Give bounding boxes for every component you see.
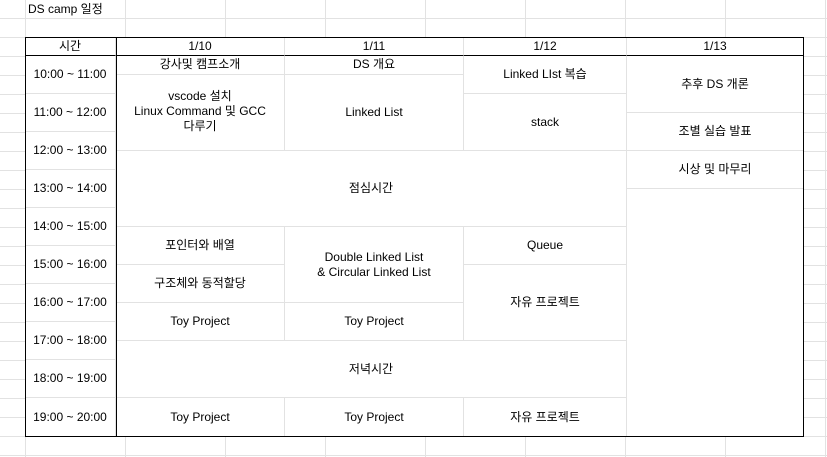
header-time[interactable]: 시간	[25, 37, 116, 56]
time-slot[interactable]: 18:00 ~ 19:00	[25, 360, 116, 398]
time-slot[interactable]: 17:00 ~ 18:00	[25, 322, 116, 360]
header-day-2[interactable]: 1/11	[285, 37, 464, 56]
time-slot[interactable]: 12:00 ~ 13:00	[25, 132, 116, 170]
header-day-1[interactable]: 1/10	[116, 37, 285, 56]
session-stack[interactable]: stack	[464, 94, 627, 151]
session-toy-project[interactable]: Toy Project	[285, 303, 464, 341]
session-free-project[interactable]: 자유 프로젝트	[464, 265, 627, 341]
time-slot[interactable]: 19:00 ~ 20:00	[25, 398, 116, 437]
session-toy-project[interactable]: Toy Project	[285, 398, 464, 437]
session-team-presentation[interactable]: 조별 실습 발표	[627, 113, 804, 151]
lunch-break[interactable]: 점심시간	[116, 151, 627, 227]
session-ds-overview[interactable]: DS 개요	[285, 56, 464, 75]
session-pointer[interactable]: 포인터와 배열	[116, 227, 285, 265]
session-linked-list[interactable]: Linked List	[285, 75, 464, 151]
time-slot[interactable]: 16:00 ~ 17:00	[25, 284, 116, 322]
session-intro[interactable]: 강사및 캠프소개	[116, 56, 285, 75]
session-toy-project[interactable]: Toy Project	[116, 303, 285, 341]
time-slot[interactable]: 10:00 ~ 11:00	[25, 56, 116, 94]
session-toy-project[interactable]: Toy Project	[116, 398, 285, 437]
time-slot[interactable]: 13:00 ~ 14:00	[25, 170, 116, 208]
session-linked-list-review[interactable]: Linked LIst 복습	[464, 56, 627, 94]
sheet-title[interactable]: DS camp 일정	[28, 2, 103, 16]
session-future-ds[interactable]: 추후 DS 개론	[627, 56, 804, 113]
session-free-project[interactable]: 자유 프로젝트	[464, 398, 627, 437]
session-award-closing[interactable]: 시상 및 마무리	[627, 151, 804, 189]
time-slot[interactable]: 15:00 ~ 16:00	[25, 246, 116, 284]
header-day-4[interactable]: 1/13	[627, 37, 804, 56]
time-slot[interactable]: 11:00 ~ 12:00	[25, 94, 116, 132]
dinner-break[interactable]: 저녁시간	[116, 341, 627, 398]
empty-cell[interactable]	[627, 189, 804, 437]
session-struct[interactable]: 구조체와 동적할당	[116, 265, 285, 303]
header-day-3[interactable]: 1/12	[464, 37, 627, 56]
session-queue[interactable]: Queue	[464, 227, 627, 265]
session-double-linked-list[interactable]: Double Linked List & Circular Linked Lis…	[285, 227, 464, 303]
session-setup[interactable]: vscode 설치 Linux Command 및 GCC 다루기	[116, 75, 285, 151]
time-slot[interactable]: 14:00 ~ 15:00	[25, 208, 116, 246]
